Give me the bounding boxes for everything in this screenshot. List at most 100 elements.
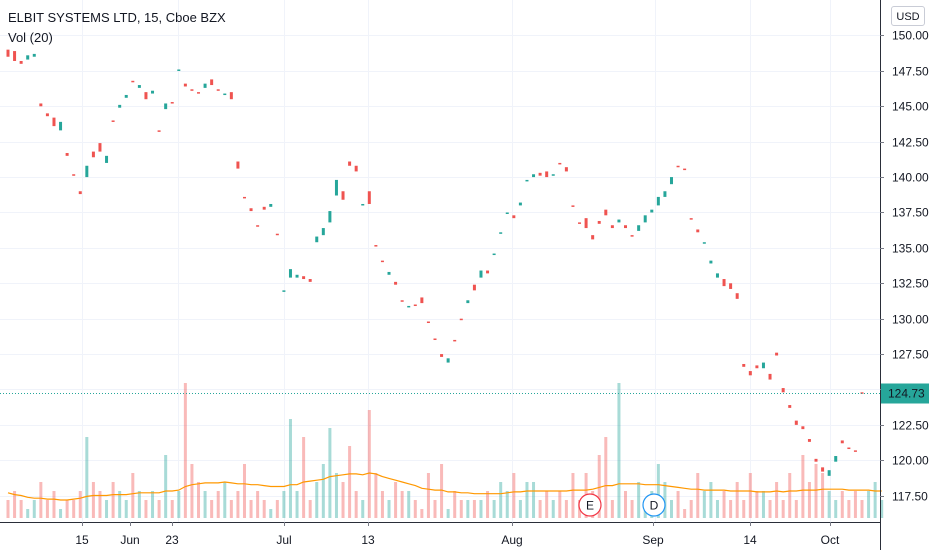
volume-bar (518, 500, 522, 518)
volume-bar (348, 446, 352, 518)
time-tick-label: Sep (642, 533, 664, 547)
price-tick-label: 120.00 (892, 454, 929, 468)
price-candle (374, 245, 378, 247)
volume-bar (571, 473, 575, 518)
price-candle (387, 271, 391, 275)
price-candle (689, 218, 693, 220)
volume-bar (880, 500, 884, 518)
price-tick-label: 147.50 (892, 65, 929, 79)
volume-bar (39, 482, 43, 518)
volume-bar (702, 491, 706, 518)
volume-bar (558, 491, 562, 518)
price-candle (742, 363, 746, 367)
price-candle (105, 155, 109, 163)
volume-bar (676, 491, 680, 518)
price-candle (702, 242, 706, 244)
price-candle (860, 392, 864, 394)
price-candle (761, 362, 765, 369)
volume-bar (426, 473, 430, 518)
price-candle (729, 283, 733, 289)
price-candle (354, 165, 358, 172)
volume-bar (689, 500, 693, 518)
volume-bar (105, 500, 109, 518)
price-candle (348, 161, 352, 166)
price-candle (216, 89, 220, 91)
event-circle (578, 493, 602, 517)
volume-bar (151, 491, 155, 518)
volume-bar (111, 482, 115, 518)
currency-button[interactable]: USD (891, 6, 925, 26)
price-tick-label: 132.50 (892, 277, 929, 291)
dividend-event-marker[interactable]: D (642, 493, 666, 517)
price-candle (85, 165, 89, 178)
time-axis[interactable]: 15 Jun 23 Jul 13 Aug Sep 14 Oct (0, 522, 880, 547)
price-candle (768, 373, 772, 380)
price-candle (45, 113, 49, 117)
volume-bar (157, 500, 161, 518)
price-candle (210, 79, 214, 86)
volume-bar (45, 500, 49, 518)
price-candle (328, 211, 332, 223)
volume-bar (755, 491, 759, 518)
price-candle (52, 117, 56, 127)
volume-bar (59, 509, 63, 518)
volume-bar (216, 491, 220, 518)
price-candle (446, 358, 450, 363)
price-candle (735, 293, 739, 299)
price-candle (650, 209, 654, 213)
price-axis[interactable]: 117.50120.00122.50125.00127.50130.00132.… (880, 0, 929, 550)
price-tick-label: 130.00 (892, 313, 929, 327)
price-candle (394, 281, 398, 285)
symbol-title[interactable]: ELBIT SYSTEMS LTD, 15, Cboe BZX (8, 10, 226, 25)
volume-bar (663, 482, 667, 518)
volume-bar (6, 500, 10, 518)
price-candle (144, 92, 148, 100)
volume-bar (466, 500, 470, 518)
price-candle (131, 80, 135, 83)
price-candle (59, 121, 63, 131)
price-candle (794, 420, 798, 425)
price-candle (6, 49, 10, 57)
volume-bar (807, 482, 811, 518)
event-letter: D (650, 499, 659, 513)
volume-bar (223, 482, 227, 518)
price-candle (19, 60, 23, 64)
volume-indicator-label[interactable]: Vol (20) (8, 30, 53, 45)
price-candle (124, 94, 128, 98)
last-price-box (881, 383, 929, 404)
price-candles (6, 49, 864, 476)
price-tick-label: 142.50 (892, 136, 929, 150)
price-candle (814, 458, 818, 462)
price-candle (492, 253, 496, 256)
price-candle (407, 305, 411, 308)
price-tick-label: 135.00 (892, 242, 929, 256)
volume-bar (13, 491, 17, 518)
price-candle (269, 203, 273, 207)
volume-bar (630, 500, 634, 518)
price-candle (591, 235, 595, 240)
price-candle (380, 260, 384, 263)
price-candle (551, 174, 555, 176)
volume-bar (72, 500, 76, 518)
volume-bar (354, 491, 358, 518)
volume-bar (374, 473, 378, 518)
volume-bar (203, 491, 207, 518)
volume-bar (479, 500, 483, 518)
price-candle (229, 92, 233, 100)
price-candle (157, 130, 161, 132)
volume-bar (85, 437, 89, 518)
volume-bar (321, 464, 325, 518)
volume-bar (847, 500, 851, 518)
volume-bar (505, 491, 509, 518)
earnings-event-marker[interactable]: E (578, 493, 602, 517)
volume-bar (801, 455, 805, 518)
price-candle (748, 371, 752, 376)
volume-bar (249, 500, 253, 518)
volume-bar (144, 500, 148, 518)
volume-bar (183, 383, 187, 518)
volume-bar (492, 500, 496, 518)
price-candle (151, 90, 155, 94)
